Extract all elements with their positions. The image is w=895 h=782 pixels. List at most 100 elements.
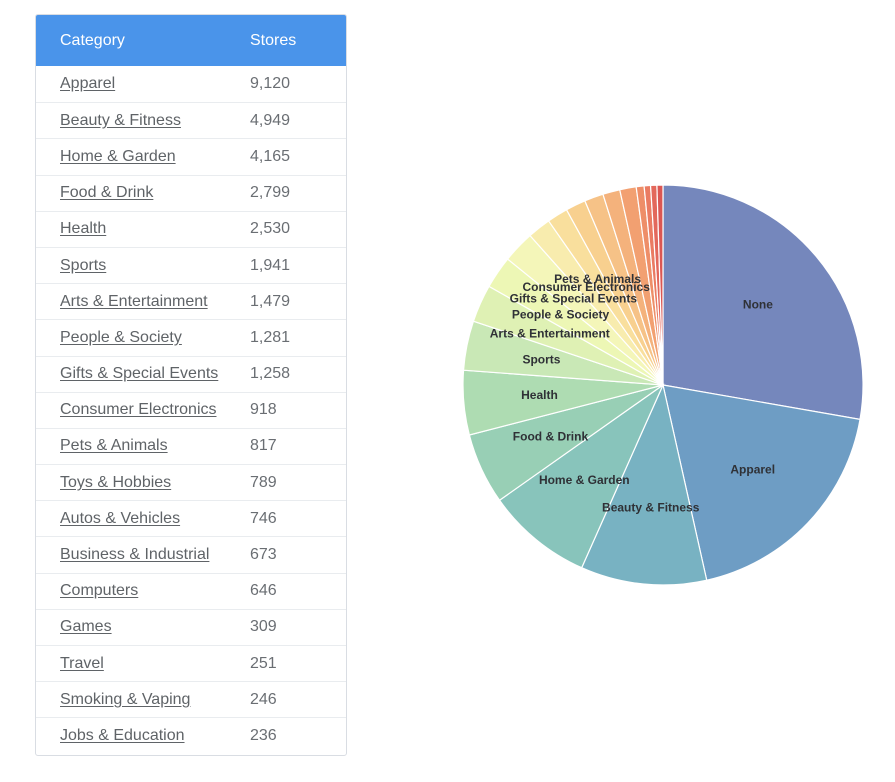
category-link[interactable]: Gifts & Special Events bbox=[60, 365, 219, 383]
category-link[interactable]: Smoking & Vaping bbox=[60, 690, 191, 708]
stores-count: 646 bbox=[250, 582, 277, 600]
table-row: Computers 646 bbox=[36, 572, 346, 609]
slice-label-sports: Sports bbox=[522, 353, 560, 367]
category-cell: Toys & Hobbies bbox=[36, 474, 250, 492]
table-row: Sports 1,941 bbox=[36, 246, 346, 283]
table-row: Smoking & Vaping 246 bbox=[36, 681, 346, 717]
category-link[interactable]: Beauty & Fitness bbox=[60, 111, 181, 129]
category-cell: Apparel bbox=[36, 75, 250, 93]
category-cell: Business & Industrial bbox=[36, 546, 250, 564]
category-cell: Sports bbox=[36, 257, 250, 275]
stores-count: 1,281 bbox=[250, 328, 291, 346]
category-link[interactable]: Health bbox=[60, 220, 107, 238]
category-cell: Gifts & Special Events bbox=[36, 365, 250, 383]
stores-count: 1,479 bbox=[250, 292, 291, 310]
table-body: Apparel 9,120 Beauty & Fitness 4,949 Home & … bbox=[36, 66, 346, 754]
category-link[interactable]: Toys & Hobbies bbox=[60, 473, 172, 491]
stores-count: 746 bbox=[250, 509, 277, 527]
slice-label-gifts-and-special-events: Gifts & Special Events bbox=[510, 292, 638, 306]
slice-label-health: Health bbox=[521, 388, 558, 402]
category-link[interactable]: Food & Drink bbox=[60, 184, 154, 202]
stores-count: 2,799 bbox=[250, 184, 291, 202]
slice-label-food-and-drink: Food & Drink bbox=[513, 429, 589, 443]
category-link[interactable]: Jobs & Education bbox=[60, 726, 185, 744]
table-row: Apparel 9,120 bbox=[36, 66, 346, 102]
stores-count: 1,258 bbox=[250, 365, 291, 383]
category-link[interactable]: Business & Industrial bbox=[60, 546, 210, 564]
table-row: Toys & Hobbies 789 bbox=[36, 464, 346, 500]
stores-count: 309 bbox=[250, 618, 277, 636]
stores-count: 2,530 bbox=[250, 220, 291, 238]
category-link[interactable]: Autos & Vehicles bbox=[60, 509, 181, 527]
category-link[interactable]: Arts & Entertainment bbox=[60, 292, 208, 310]
table-row: Autos & Vehicles 746 bbox=[36, 500, 346, 536]
category-link[interactable]: Sports bbox=[60, 256, 107, 274]
pie-slice-jobs-and-education bbox=[656, 184, 664, 386]
category-link[interactable]: Consumer Electronics bbox=[60, 401, 217, 419]
slice-label-people-and-society: People & Society bbox=[512, 307, 610, 321]
category-link[interactable]: Apparel bbox=[60, 75, 116, 93]
stores-count: 918 bbox=[250, 401, 277, 419]
table-row: Health 2,530 bbox=[36, 210, 346, 247]
table-row: Beauty & Fitness 4,949 bbox=[36, 102, 346, 138]
category-cell: Smoking & Vaping bbox=[36, 691, 250, 709]
category-cell: Home & Garden bbox=[36, 148, 250, 166]
table-row: Travel 251 bbox=[36, 645, 346, 681]
category-cell: Beauty & Fitness bbox=[36, 112, 250, 130]
pie-slice-beauty-and-fitness bbox=[580, 383, 708, 586]
category-link[interactable]: Games bbox=[60, 618, 112, 636]
category-column-header: Category bbox=[60, 31, 125, 49]
category-link[interactable]: Travel bbox=[60, 654, 104, 672]
table-row: Home & Garden 4,165 bbox=[36, 138, 346, 174]
slice-label-beauty-and-fitness: Beauty & Fitness bbox=[602, 501, 700, 515]
stores-count: 4,165 bbox=[250, 147, 291, 165]
pie-slice-none bbox=[662, 184, 864, 421]
category-link[interactable]: People & Society bbox=[60, 328, 182, 346]
category-cell: Games bbox=[36, 618, 250, 636]
pie-slice-home-and-garden bbox=[498, 383, 665, 569]
category-cell: People & Society bbox=[36, 329, 250, 347]
category-cell: Arts & Entertainment bbox=[36, 293, 250, 311]
stores-table: Category Stores Apparel 9,120 Beauty & Fit… bbox=[35, 14, 347, 756]
category-link[interactable]: Pets & Animals bbox=[60, 437, 168, 455]
slice-label-home-and-garden: Home & Garden bbox=[539, 473, 630, 487]
table-row: Arts & Entertainment 1,479 bbox=[36, 283, 346, 319]
slice-label-consumer-electronics: Consumer Electronics bbox=[523, 280, 651, 294]
category-link[interactable]: Home & Garden bbox=[60, 147, 176, 165]
table-header: Category Stores bbox=[36, 15, 346, 66]
category-cell: Travel bbox=[36, 655, 250, 673]
table-row: Gifts & Special Events 1,258 bbox=[36, 355, 346, 392]
stores-count: 246 bbox=[250, 690, 277, 708]
category-cell: Pets & Animals bbox=[36, 437, 250, 455]
category-cell: Health bbox=[36, 220, 250, 238]
stores-count: 9,120 bbox=[250, 75, 291, 93]
slice-label-pets-and-animals: Pets & Animals bbox=[554, 272, 641, 286]
slice-label-none: None bbox=[743, 297, 773, 311]
category-cell: Food & Drink bbox=[36, 184, 250, 202]
slice-label-arts-and-entertainment: Arts & Entertainment bbox=[490, 327, 610, 341]
stores-count: 251 bbox=[250, 654, 277, 672]
category-cell: Autos & Vehicles bbox=[36, 510, 250, 528]
stores-count: 1,941 bbox=[250, 256, 291, 274]
table-row: Business & Industrial 673 bbox=[36, 536, 346, 572]
table-row: Food & Drink 2,799 bbox=[36, 174, 346, 211]
category-link[interactable]: Computers bbox=[60, 582, 139, 600]
pie-chart-svg: None Apparel Beauty & Fitness Home & Garden… bbox=[462, 184, 864, 586]
pie-chart: None Apparel Beauty & Fitness Home & Garden… bbox=[440, 165, 885, 605]
category-cell: Computers bbox=[36, 582, 250, 600]
stores-count: 789 bbox=[250, 473, 277, 491]
table-row: Consumer Electronics 918 bbox=[36, 391, 346, 428]
table-row: Jobs & Education 236 bbox=[36, 717, 346, 753]
table-row: Pets & Animals 817 bbox=[36, 427, 346, 464]
table-row: Games 309 bbox=[36, 608, 346, 645]
table-row: People & Society 1,281 bbox=[36, 319, 346, 355]
pie-slice-apparel bbox=[662, 384, 861, 581]
stores-count: 4,949 bbox=[250, 111, 291, 129]
category-cell: Jobs & Education bbox=[36, 727, 250, 745]
stores-column-header: Stores bbox=[250, 31, 297, 49]
slice-label-apparel: Apparel bbox=[730, 463, 775, 477]
stores-count: 236 bbox=[250, 726, 277, 744]
stores-count: 817 bbox=[250, 437, 277, 455]
category-cell: Consumer Electronics bbox=[36, 401, 250, 419]
stores-count: 673 bbox=[250, 546, 277, 564]
